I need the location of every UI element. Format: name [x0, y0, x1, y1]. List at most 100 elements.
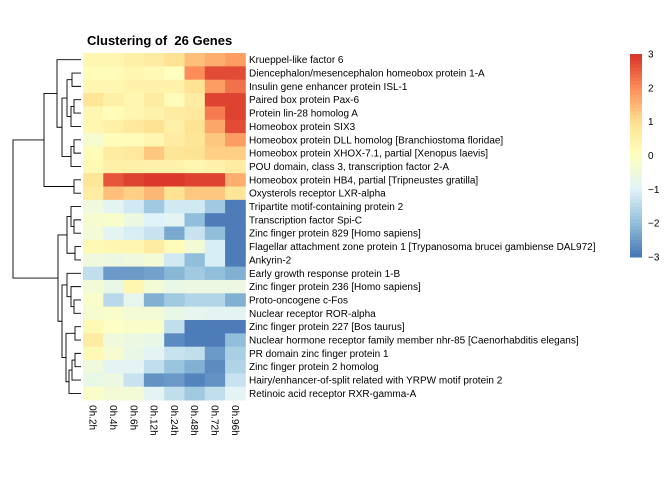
heatmap-cell	[225, 66, 246, 81]
heatmap-cell	[184, 213, 206, 227]
heatmap-cell	[103, 213, 124, 227]
heatmap-cell	[103, 346, 124, 361]
legend-swatch	[630, 121, 642, 126]
heatmap-cell	[103, 266, 124, 281]
legend-swatch	[630, 172, 642, 177]
heatmap-cell	[143, 119, 165, 134]
heatmap-cell	[143, 239, 165, 254]
legend-swatch	[630, 165, 642, 170]
heatmap-cell	[123, 239, 145, 254]
legend-swatch	[630, 74, 642, 79]
heatmap-cell	[204, 106, 226, 121]
legend-swatch	[630, 60, 642, 65]
heatmap-cell	[143, 320, 165, 334]
heatmap-cell	[164, 279, 185, 294]
heatmap-cell	[103, 173, 124, 187]
dendrogram-branch	[71, 72, 81, 87]
heatmap-cell	[225, 159, 246, 174]
legend-swatch	[630, 233, 642, 238]
heatmap-cell	[143, 386, 165, 401]
heatmap-cells	[83, 53, 246, 401]
row-label: Zinc finger protein 2 homolog	[249, 362, 379, 373]
heatmap-cell	[204, 159, 226, 174]
heatmap-cell	[184, 239, 206, 254]
column-label: 0h.2h	[87, 405, 98, 430]
heatmap-cell	[103, 106, 124, 121]
heatmap-cell	[184, 266, 206, 281]
row-label: Ankyrin-2	[249, 255, 292, 266]
heatmap-cell	[83, 146, 104, 161]
heatmap-cell	[103, 79, 124, 94]
dendrogram-branch	[57, 234, 67, 322]
heatmap-cell	[204, 79, 226, 94]
heatmap-cell	[225, 106, 246, 121]
heatmap-cell	[225, 146, 246, 161]
heatmap-cell	[103, 253, 124, 267]
column-labels: 0h.2h 0h.4h 0h.6h 0h.12h 0h.24h 0h.48h 0h.72h 0…	[87, 405, 240, 436]
column-label: 0h.6h	[127, 405, 138, 430]
legend-swatch	[630, 202, 642, 207]
row-label: Paired box protein Pax-6	[249, 95, 360, 106]
heatmap-cell	[143, 173, 165, 187]
heatmap-cell	[103, 373, 124, 388]
legend-swatch	[630, 223, 642, 228]
heatmap-cell	[123, 66, 145, 81]
legend-swatch	[630, 84, 642, 89]
heatmap-cell	[143, 66, 165, 81]
heatmap-cell	[123, 159, 145, 174]
heatmap-cell	[225, 386, 246, 401]
heatmap-cell	[184, 293, 206, 308]
heatmap-cell	[123, 373, 145, 388]
row-label: Krueppel-like factor 6	[249, 55, 344, 66]
heatmap-cell	[143, 79, 165, 94]
heatmap-cell	[123, 293, 145, 308]
legend-swatch	[630, 138, 642, 143]
heatmap-cell	[204, 93, 226, 107]
row-label: Protein lin-28 homolog A	[249, 109, 358, 120]
heatmap-cell	[123, 386, 145, 401]
legend-swatch	[630, 169, 642, 173]
legend-swatch	[630, 108, 642, 113]
row-label: Hairy/enhancer-of-split related with YRP…	[249, 376, 503, 387]
legend-swatch	[630, 219, 642, 224]
row-label: Diencephalon/mesencephalon homeobox prot…	[249, 69, 485, 80]
heatmap-cell	[83, 159, 104, 174]
row-label: Homeobox protein XHOX-7.1, partial [Xeno…	[249, 149, 488, 160]
heatmap-cell	[225, 53, 246, 67]
heatmap-cell	[164, 333, 185, 348]
legend-swatch	[630, 243, 642, 248]
heatmap-cell	[83, 293, 104, 308]
dendrogram-branch	[68, 369, 81, 394]
heatmap-cell	[123, 253, 145, 267]
heatmap-cell	[83, 346, 104, 361]
heatmap-cell	[83, 320, 104, 334]
legend-swatch	[630, 240, 642, 244]
heatmap-cell	[225, 293, 246, 308]
heatmap-cell	[164, 199, 185, 214]
legend-swatch	[630, 216, 642, 221]
heatmap-cell	[123, 119, 145, 134]
dendrogram-branch	[73, 299, 81, 314]
heatmap-cell	[204, 373, 226, 388]
heatmap-cell	[83, 213, 104, 227]
legend-tick-label: −1	[648, 185, 660, 196]
heatmap-cell	[225, 173, 246, 187]
heatmap-cell	[103, 306, 124, 321]
heatmap-cell	[83, 93, 104, 107]
heatmap-cell	[143, 133, 165, 147]
legend-swatch	[630, 81, 642, 85]
heatmap-cell	[184, 173, 206, 187]
row-label: Proto-oncogene c-Fos	[249, 295, 348, 306]
dendrogram-branch	[12, 139, 58, 279]
heatmap-cell	[103, 146, 124, 161]
heatmap-cell	[184, 66, 206, 81]
heatmap-cell	[184, 106, 206, 121]
heatmap-cell	[204, 386, 226, 401]
heatmap-cell	[143, 253, 165, 267]
heatmap-cell	[204, 333, 226, 348]
heatmap-cell	[164, 360, 185, 374]
dendrogram-branch	[73, 219, 81, 234]
heatmap-cell	[83, 373, 104, 388]
heatmap-cell	[204, 266, 226, 281]
